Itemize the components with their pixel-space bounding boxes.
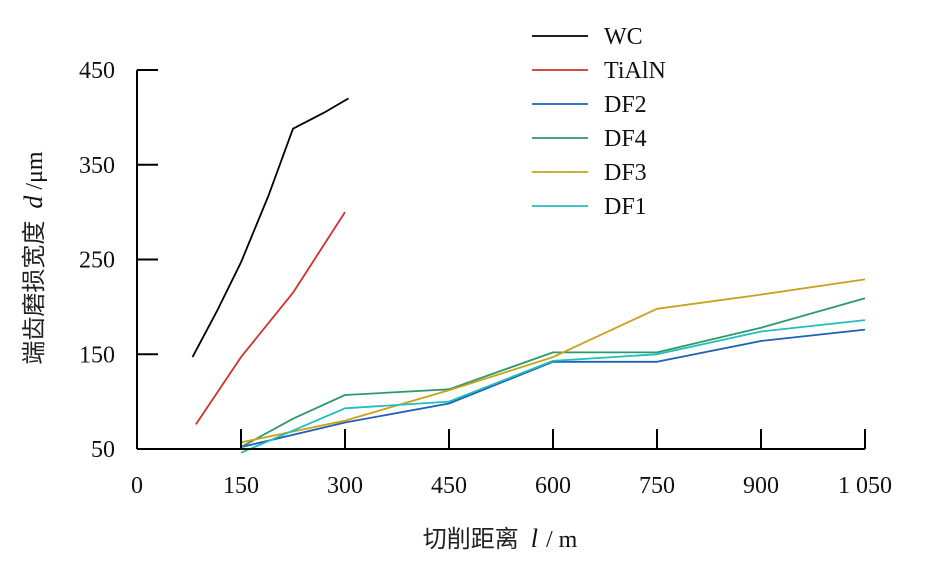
y-tick-label: 450 (79, 58, 115, 84)
series-lines (191, 97, 866, 454)
legend-label-df2: DF2 (604, 92, 647, 118)
x-tick-label: 750 (639, 473, 675, 499)
y-tick-label: 350 (79, 153, 115, 179)
x-tick-label: 1 050 (838, 473, 892, 499)
series-line-df1 (240, 319, 866, 454)
series-line-df4 (240, 297, 866, 448)
legend-label-df3: DF3 (604, 160, 647, 186)
y-axis-title: 端齿磨损宽度d/μm (19, 151, 48, 365)
y-tick-label: 50 (91, 437, 115, 463)
x-tick-label: 150 (223, 473, 259, 499)
y-tick-label: 150 (79, 342, 115, 368)
x-tick-label: 300 (327, 473, 363, 499)
series-line-df3 (240, 278, 866, 444)
ticks: 0 150 300 450 600 750 900 1 050 450 350 250 150 50 (79, 58, 892, 499)
x-tick-label: 900 (743, 473, 779, 499)
y-tick-label: 250 (79, 248, 115, 274)
x-tick-label: 450 (431, 473, 467, 499)
legend-label-df4: DF4 (604, 126, 647, 152)
axes (136, 70, 865, 450)
legend-label-df1: DF1 (604, 194, 647, 220)
x-tick-label: 0 (131, 473, 143, 499)
x-axis-title: 切削距离 l / m (423, 524, 578, 553)
series-line-tialn (195, 211, 346, 425)
legend-label-tialn: TiAlN (604, 58, 666, 84)
legend: WC TiAlN DF2 DF4 DF3 DF1 (532, 24, 666, 220)
legend-label-wc: WC (604, 24, 643, 50)
x-tick-label: 600 (535, 473, 571, 499)
series-line-wc (191, 97, 349, 358)
